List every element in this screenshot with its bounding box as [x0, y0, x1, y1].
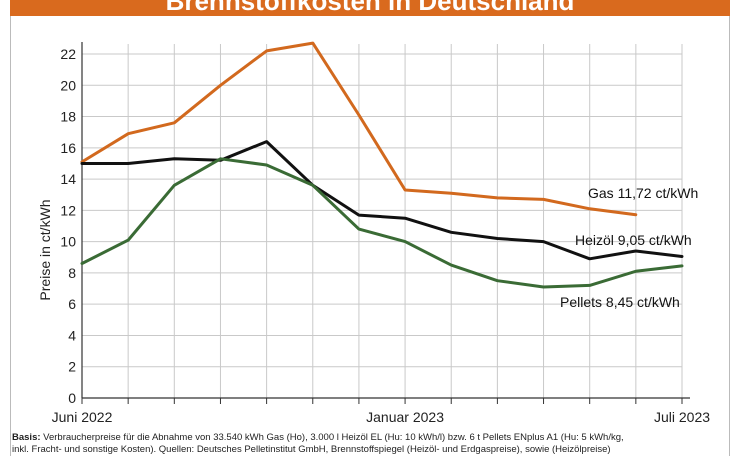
y-tick-label: 12 — [60, 202, 76, 218]
title-bar: Brennstoffkosten in Deutschland — [10, 0, 730, 16]
series-labels: Gas 11,72 ct/kWh Heizöl 9,05 ct/kWh Pellet… — [560, 185, 698, 310]
y-tick-label: 10 — [60, 234, 76, 250]
y-tick-label: 4 — [68, 327, 76, 343]
chart-frame — [10, 16, 730, 456]
gridlines — [81, 44, 683, 398]
y-tick-label: 8 — [68, 265, 76, 281]
axes — [81, 42, 690, 404]
x-tick-labels: Juni 2022 Januar 2023 Juli 2023 — [52, 409, 711, 425]
footnote: Basis: Verbraucherpreise für die Abnahme… — [12, 432, 728, 456]
y-tick-label: 14 — [60, 171, 76, 187]
series-line-gas — [80, 41, 638, 217]
series-line-pellets — [80, 157, 684, 289]
series-label: Pellets 8,45 ct/kWh — [560, 294, 680, 310]
chart-title: Brennstoffkosten in Deutschland — [165, 0, 575, 16]
series-lines — [80, 41, 684, 289]
y-tick-label: 16 — [60, 140, 76, 156]
y-axis-label: Preise in ct/kWh — [37, 199, 53, 300]
y-tick-label: 2 — [68, 359, 76, 375]
footnote-basis-label: Basis: — [12, 432, 41, 443]
y-tick-label: 6 — [68, 296, 76, 312]
series-label: Heizöl 9,05 ct/kWh — [575, 232, 692, 248]
y-tick-label: 18 — [60, 109, 76, 125]
y-tick-labels: 0 2 4 6 8 10 12 14 16 18 20 22 — [60, 46, 76, 406]
y-tick-label: 0 — [68, 390, 76, 406]
x-tick-label: Januar 2023 — [366, 409, 444, 425]
footnote-line2: inkl. Fracht- und sonstige Kosten). Quel… — [12, 444, 611, 455]
footnote-basis-text: Verbraucherpreise für die Abnahme von 33… — [43, 432, 624, 443]
y-tick-label: 22 — [60, 46, 76, 62]
x-tick-label: Juli 2023 — [654, 409, 710, 425]
x-tick-label: Juni 2022 — [52, 409, 113, 425]
series-line-heiz-l — [80, 140, 684, 261]
y-tick-label: 20 — [60, 77, 76, 93]
series-label: Gas 11,72 ct/kWh — [588, 185, 698, 201]
